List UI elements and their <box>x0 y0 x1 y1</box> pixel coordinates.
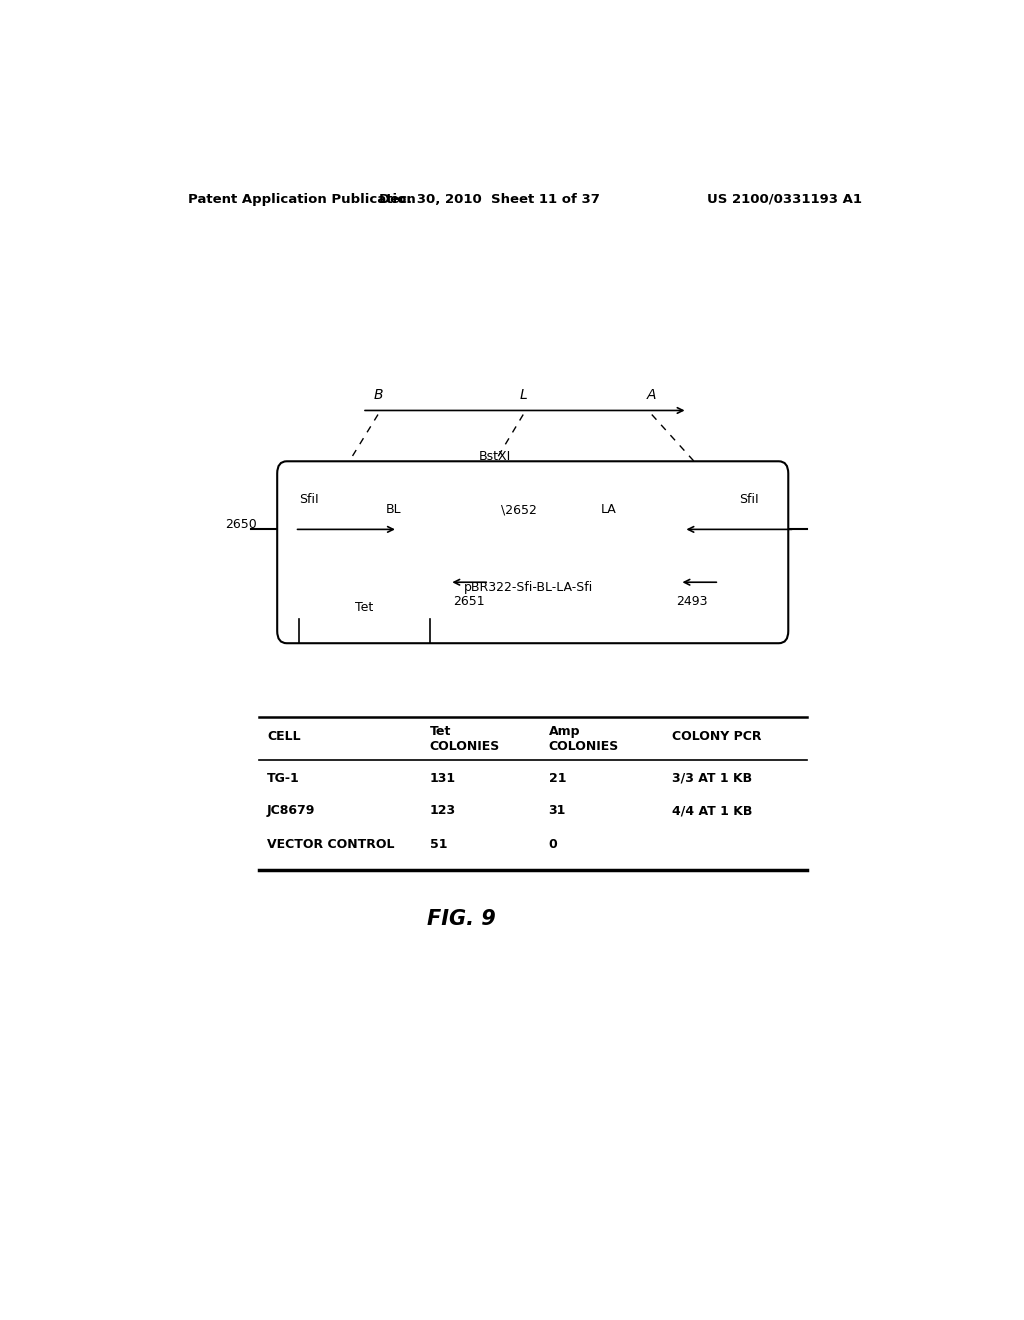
Text: US 2100/0331193 A1: US 2100/0331193 A1 <box>708 193 862 206</box>
Text: BL: BL <box>386 503 401 516</box>
Text: 51: 51 <box>430 838 447 851</box>
Text: 123: 123 <box>430 804 456 817</box>
Text: LA: LA <box>600 503 616 516</box>
Text: B: B <box>373 388 383 403</box>
Text: Dec. 30, 2010  Sheet 11 of 37: Dec. 30, 2010 Sheet 11 of 37 <box>379 193 599 206</box>
Text: VECTOR CONTROL: VECTOR CONTROL <box>267 838 394 851</box>
Text: 0: 0 <box>549 838 557 851</box>
Text: 4/4 AT 1 KB: 4/4 AT 1 KB <box>672 804 752 817</box>
Text: 131: 131 <box>430 772 456 785</box>
Text: \2652: \2652 <box>501 504 537 517</box>
Text: CELL: CELL <box>267 730 300 743</box>
Text: 3/3 AT 1 KB: 3/3 AT 1 KB <box>672 772 752 785</box>
Text: 2493: 2493 <box>676 595 708 609</box>
Text: TG-1: TG-1 <box>267 772 300 785</box>
Text: FIG. 9: FIG. 9 <box>427 908 496 929</box>
Text: pBR322-Sfi-BL-LA-Sfi: pBR322-Sfi-BL-LA-Sfi <box>464 581 593 594</box>
Text: A: A <box>647 388 656 403</box>
Text: SfiI: SfiI <box>738 492 759 506</box>
Text: COLONY PCR: COLONY PCR <box>672 730 761 743</box>
Text: Patent Application Publication: Patent Application Publication <box>187 193 416 206</box>
FancyBboxPatch shape <box>278 461 788 643</box>
Text: Amp: Amp <box>549 725 581 738</box>
Text: 31: 31 <box>549 804 566 817</box>
Text: COLONIES: COLONIES <box>549 739 618 752</box>
Text: Tet: Tet <box>430 725 451 738</box>
Text: 2651: 2651 <box>454 595 485 609</box>
Text: 21: 21 <box>549 772 566 785</box>
Text: L: L <box>519 388 527 403</box>
Text: JC8679: JC8679 <box>267 804 315 817</box>
Text: 2650: 2650 <box>225 517 257 531</box>
Text: Tet: Tet <box>355 601 374 614</box>
Text: BstXI: BstXI <box>478 450 511 463</box>
Text: COLONIES: COLONIES <box>430 739 500 752</box>
Text: SfiI: SfiI <box>299 492 318 506</box>
